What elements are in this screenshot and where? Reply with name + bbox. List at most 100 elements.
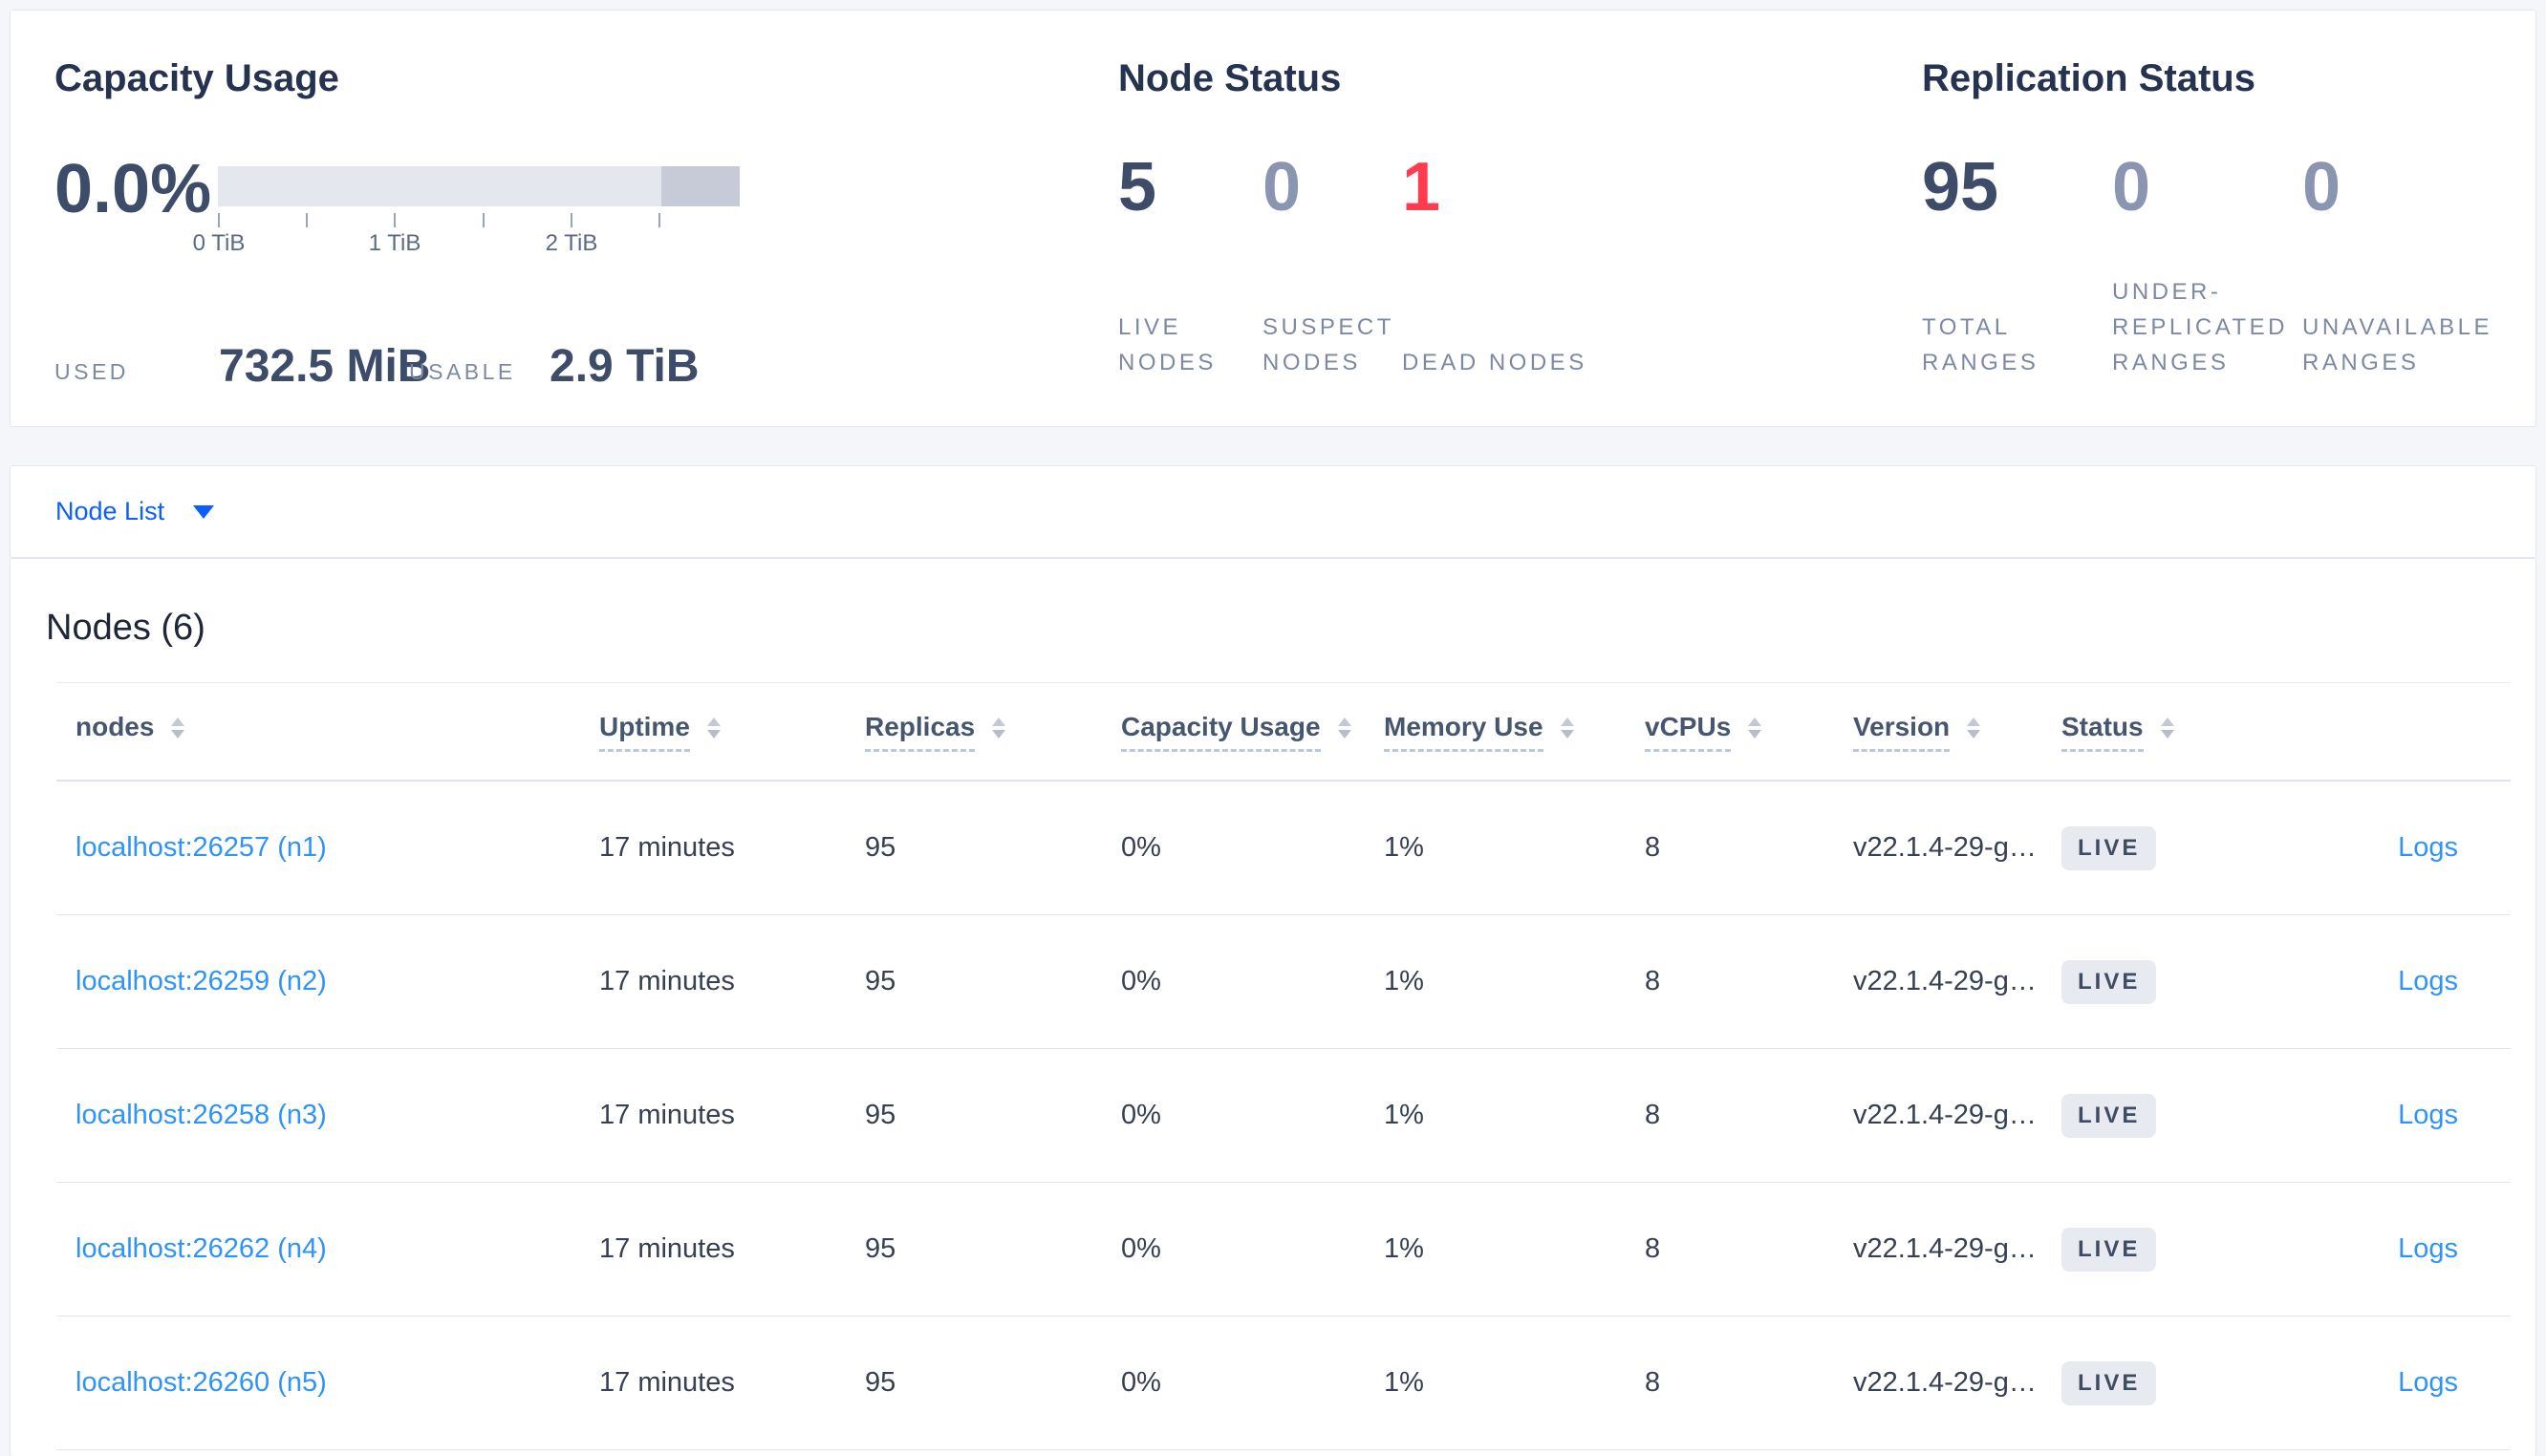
unavailable-ranges-value: 0 bbox=[2302, 149, 2341, 225]
sort-icon bbox=[1748, 717, 1762, 739]
uptime-cell: 17 minutes bbox=[599, 966, 735, 996]
used-value: 732.5 MiB bbox=[219, 341, 431, 392]
usable-label: USABLE bbox=[409, 359, 516, 384]
replication-status-stats: 95 TOTAL RANGES 0 UNDER-REPLICATED RANGE… bbox=[1922, 153, 2546, 380]
table-row: localhost:26260 (n5) 17 minutes 95 0% 1%… bbox=[56, 1317, 2511, 1450]
axis-label-2tib: 2 TiB bbox=[545, 230, 598, 256]
vcpus-cell: 8 bbox=[1645, 966, 1661, 996]
column-header-version[interactable]: Version bbox=[1853, 712, 2061, 752]
live-nodes-stat: 5 LIVE NODES bbox=[1118, 153, 1262, 380]
axis-tick bbox=[483, 213, 485, 227]
suspect-nodes-value: 0 bbox=[1262, 149, 1302, 225]
logs-link[interactable]: Logs bbox=[2398, 832, 2458, 863]
node-link[interactable]: localhost:26260 (n5) bbox=[76, 1367, 327, 1398]
table-row: localhost:26258 (n3) 17 minutes 95 0% 1%… bbox=[56, 1049, 2511, 1183]
capacity-cell: 0% bbox=[1121, 1100, 1161, 1130]
total-ranges-value: 95 bbox=[1922, 149, 1999, 225]
vcpus-cell: 8 bbox=[1645, 1100, 1661, 1130]
column-header-nodes[interactable]: nodes bbox=[56, 712, 599, 752]
capacity-cell: 0% bbox=[1121, 1367, 1161, 1398]
node-list-dropdown[interactable]: Node List bbox=[55, 497, 215, 526]
status-badge: LIVE bbox=[2061, 825, 2157, 870]
sort-icon bbox=[706, 717, 721, 739]
table-body: localhost:26257 (n1) 17 minutes 95 0% 1%… bbox=[56, 782, 2511, 1450]
sort-icon bbox=[171, 717, 185, 739]
total-ranges-label: TOTAL RANGES bbox=[1922, 314, 2039, 375]
column-header-vcpus[interactable]: vCPUs bbox=[1645, 712, 1853, 752]
live-nodes-value: 5 bbox=[1118, 149, 1157, 225]
axis-tick bbox=[658, 213, 660, 227]
table-row: localhost:26259 (n2) 17 minutes 95 0% 1%… bbox=[56, 915, 2511, 1049]
unavailable-ranges-label: UNAVAILABLE RANGES bbox=[2302, 314, 2493, 375]
table-row: localhost:26262 (n4) 17 minutes 95 0% 1%… bbox=[56, 1183, 2511, 1317]
under-replicated-ranges-stat: 0 UNDER-REPLICATED RANGES bbox=[2112, 153, 2302, 380]
replicas-cell: 95 bbox=[865, 832, 896, 863]
node-link[interactable]: localhost:26262 (n4) bbox=[76, 1233, 327, 1264]
under-replicated-ranges-label: UNDER-REPLICATED RANGES bbox=[2112, 279, 2288, 375]
unavailable-ranges-stat: 0 UNAVAILABLE RANGES bbox=[2302, 153, 2546, 380]
capacity-used-percent: 0.0% bbox=[54, 151, 212, 227]
logs-link[interactable]: Logs bbox=[2398, 966, 2458, 996]
memory-cell: 1% bbox=[1384, 1100, 1424, 1130]
live-nodes-label: LIVE NODES bbox=[1118, 314, 1217, 375]
uptime-cell: 17 minutes bbox=[599, 1233, 735, 1264]
usable-value: 2.9 TiB bbox=[550, 341, 700, 392]
column-header-status[interactable]: Status bbox=[2061, 712, 2304, 752]
uptime-cell: 17 minutes bbox=[599, 832, 735, 863]
version-cell: v22.1.4-29-g… bbox=[1853, 1367, 2037, 1398]
axis-label-0tib: 0 TiB bbox=[192, 230, 246, 256]
dead-nodes-label: DEAD NODES bbox=[1402, 350, 1587, 375]
nodes-table-panel: Nodes (6) nodes Uptime Replicas Capacity… bbox=[10, 558, 2536, 1456]
status-badge: LIVE bbox=[2061, 959, 2157, 1004]
status-badge: LIVE bbox=[2061, 1227, 2157, 1272]
sort-icon bbox=[1337, 717, 1351, 739]
uptime-cell: 17 minutes bbox=[599, 1367, 735, 1398]
total-ranges-stat: 95 TOTAL RANGES bbox=[1922, 153, 2112, 380]
replicas-cell: 95 bbox=[865, 966, 896, 996]
cluster-summary-panel: Capacity Usage 0.0% 0 TiB 1 TiB 2 TiB US… bbox=[10, 10, 2536, 427]
node-list-dropdown-label: Node List bbox=[55, 497, 165, 525]
column-header-memory-use[interactable]: Memory Use bbox=[1384, 712, 1645, 752]
axis-tick bbox=[394, 213, 396, 227]
logs-link[interactable]: Logs bbox=[2398, 1367, 2458, 1398]
logs-link[interactable]: Logs bbox=[2398, 1233, 2458, 1264]
sort-icon bbox=[2160, 717, 2174, 739]
capacity-usage-bar bbox=[218, 166, 740, 206]
axis-tick bbox=[306, 213, 308, 227]
capacity-usage-title: Capacity Usage bbox=[54, 57, 339, 99]
vcpus-cell: 8 bbox=[1645, 832, 1661, 863]
uptime-cell: 17 minutes bbox=[599, 1100, 735, 1130]
sort-icon bbox=[1967, 717, 1981, 739]
column-header-replicas[interactable]: Replicas bbox=[865, 712, 1121, 752]
view-selector-bar: Node List bbox=[10, 465, 2536, 558]
capacity-cell: 0% bbox=[1121, 1233, 1161, 1264]
node-link[interactable]: localhost:26257 (n1) bbox=[76, 832, 327, 863]
axis-tick bbox=[218, 213, 220, 227]
memory-cell: 1% bbox=[1384, 1233, 1424, 1264]
node-status-stats: 5 LIVE NODES 0 SUSPECT NODES 1 DEAD NODE… bbox=[1118, 153, 1612, 380]
column-header-capacity-usage[interactable]: Capacity Usage bbox=[1121, 712, 1384, 752]
version-cell: v22.1.4-29-g… bbox=[1853, 1233, 2037, 1264]
column-header-uptime[interactable]: Uptime bbox=[599, 712, 865, 752]
axis-tick bbox=[571, 213, 572, 227]
table-row: localhost:26257 (n1) 17 minutes 95 0% 1%… bbox=[56, 782, 2511, 915]
vcpus-cell: 8 bbox=[1645, 1367, 1661, 1398]
under-replicated-ranges-value: 0 bbox=[2112, 149, 2151, 225]
status-badge: LIVE bbox=[2061, 1360, 2157, 1405]
table-header-row: nodes Uptime Replicas Capacity Usage Mem… bbox=[56, 682, 2511, 782]
status-badge: LIVE bbox=[2061, 1093, 2157, 1138]
node-status-title: Node Status bbox=[1118, 57, 1342, 99]
capacity-cell: 0% bbox=[1121, 966, 1161, 996]
dead-nodes-value: 1 bbox=[1402, 149, 1441, 225]
node-link[interactable]: localhost:26259 (n2) bbox=[76, 966, 327, 996]
nodes-heading: Nodes (6) bbox=[46, 608, 205, 648]
suspect-nodes-stat: 0 SUSPECT NODES bbox=[1262, 153, 1402, 380]
memory-cell: 1% bbox=[1384, 832, 1424, 863]
version-cell: v22.1.4-29-g… bbox=[1853, 966, 2037, 996]
logs-link[interactable]: Logs bbox=[2398, 1100, 2458, 1130]
dead-nodes-stat: 1 DEAD NODES bbox=[1402, 153, 1612, 380]
capacity-cell: 0% bbox=[1121, 832, 1161, 863]
axis-label-1tib: 1 TiB bbox=[368, 230, 421, 256]
node-link[interactable]: localhost:26258 (n3) bbox=[76, 1100, 327, 1130]
